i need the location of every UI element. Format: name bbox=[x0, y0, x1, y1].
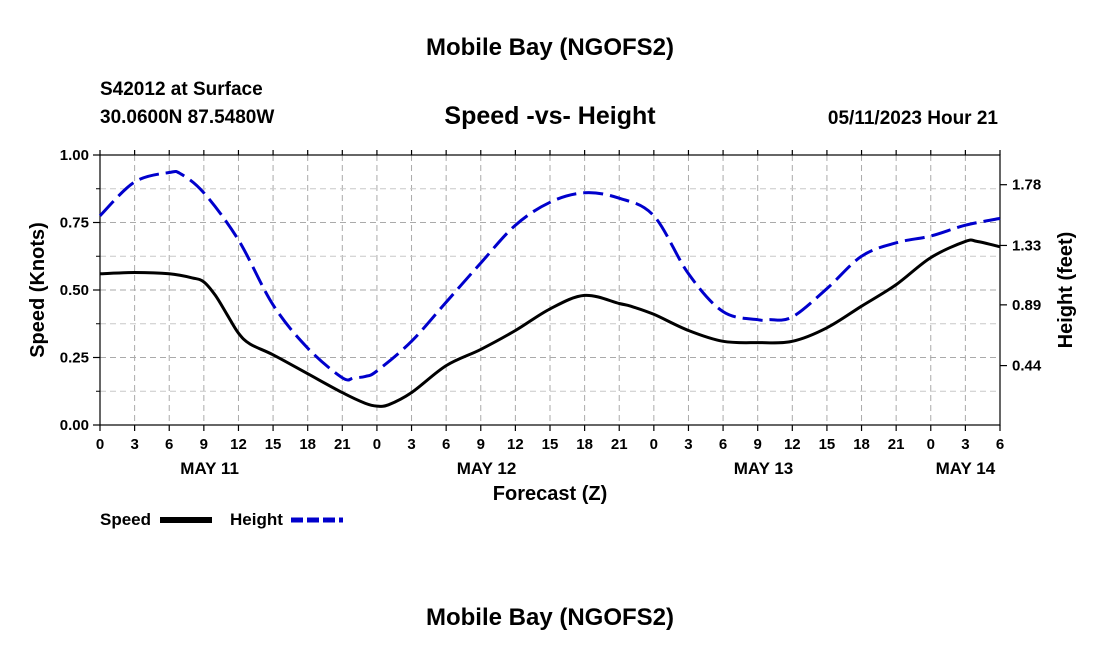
x-tick-label: 18 bbox=[576, 436, 593, 453]
x-tick-label: 6 bbox=[165, 436, 173, 453]
series bbox=[98, 169, 1001, 408]
x-tick-label: 3 bbox=[961, 436, 969, 453]
x-tick-label: 21 bbox=[611, 436, 628, 453]
y-left-tick-label: 0.25 bbox=[60, 350, 89, 367]
x-tick-label: 3 bbox=[407, 436, 415, 453]
chart-title: Mobile Bay (NGOFS2) bbox=[426, 34, 674, 61]
x-tick-label: 18 bbox=[299, 436, 316, 453]
y-right-tick-label: 1.33 bbox=[1012, 237, 1041, 254]
x-tick-label: 0 bbox=[96, 436, 104, 453]
x-tick-label: 21 bbox=[888, 436, 905, 453]
series-line-height bbox=[98, 169, 1001, 382]
x-tick-label: 18 bbox=[853, 436, 870, 453]
x-tick-label: 0 bbox=[927, 436, 935, 453]
x-tick-label: 0 bbox=[650, 436, 658, 453]
y-left-tick-label: 0.50 bbox=[60, 282, 89, 299]
chart-subtitle: Speed -vs- Height bbox=[444, 102, 656, 130]
y-left-tick-label: 1.00 bbox=[60, 147, 89, 164]
y-left-tick-label: 0.00 bbox=[60, 417, 89, 434]
coords-label: 30.0600N 87.5480W bbox=[100, 107, 274, 128]
y-axis-left-label: Speed (Knots) bbox=[27, 222, 49, 358]
x-tick-label: 15 bbox=[819, 436, 836, 453]
x-tick-label: 15 bbox=[265, 436, 282, 453]
day-label: MAY 14 bbox=[936, 459, 996, 478]
y-right-tick-label: 0.89 bbox=[1012, 297, 1041, 314]
day-labels: MAY 11 MAY 12 MAY 13 MAY 14 bbox=[180, 459, 995, 478]
x-tick-label: 0 bbox=[373, 436, 381, 453]
day-label: MAY 13 bbox=[734, 459, 794, 478]
ticks: 0 3 6 9 12 15 18 21 0 3 6 9 12 15 18 21 0 3 6 9 12 15 18 21 0 3 6 0… bbox=[60, 147, 1042, 453]
x-tick-label: 3 bbox=[130, 436, 138, 453]
legend-height-label: Height bbox=[230, 510, 283, 529]
x-tick-label: 6 bbox=[442, 436, 450, 453]
y-left-tick-label: 0.75 bbox=[60, 215, 89, 232]
day-label: MAY 11 bbox=[180, 459, 239, 478]
station-label: S42012 at Surface bbox=[100, 79, 263, 100]
datetime-label: 05/11/2023 Hour 21 bbox=[828, 108, 998, 129]
legend-speed-label: Speed bbox=[100, 510, 151, 529]
x-tick-label: 9 bbox=[200, 436, 208, 453]
grid bbox=[100, 155, 1000, 425]
legend: Speed Height bbox=[100, 510, 343, 529]
x-tick-label: 15 bbox=[542, 436, 559, 453]
x-tick-label: 9 bbox=[754, 436, 762, 453]
x-axis-label: Forecast (Z) bbox=[493, 483, 607, 505]
x-tick-label: 3 bbox=[684, 436, 692, 453]
x-tick-label: 21 bbox=[334, 436, 351, 453]
y-axis-right-label: Height (feet) bbox=[1055, 232, 1077, 349]
x-tick-label: 9 bbox=[477, 436, 485, 453]
series-line-speed bbox=[99, 238, 1001, 408]
day-label: MAY 12 bbox=[457, 459, 517, 478]
x-tick-label: 12 bbox=[784, 436, 801, 453]
y-right-tick-label: 1.78 bbox=[1012, 177, 1041, 194]
x-tick-label: 12 bbox=[507, 436, 524, 453]
x-tick-label: 12 bbox=[230, 436, 247, 453]
bottom-title: Mobile Bay (NGOFS2) bbox=[426, 604, 674, 631]
y-right-tick-label: 0.44 bbox=[1012, 358, 1042, 375]
x-tick-label: 6 bbox=[996, 436, 1004, 453]
x-tick-label: 6 bbox=[719, 436, 727, 453]
